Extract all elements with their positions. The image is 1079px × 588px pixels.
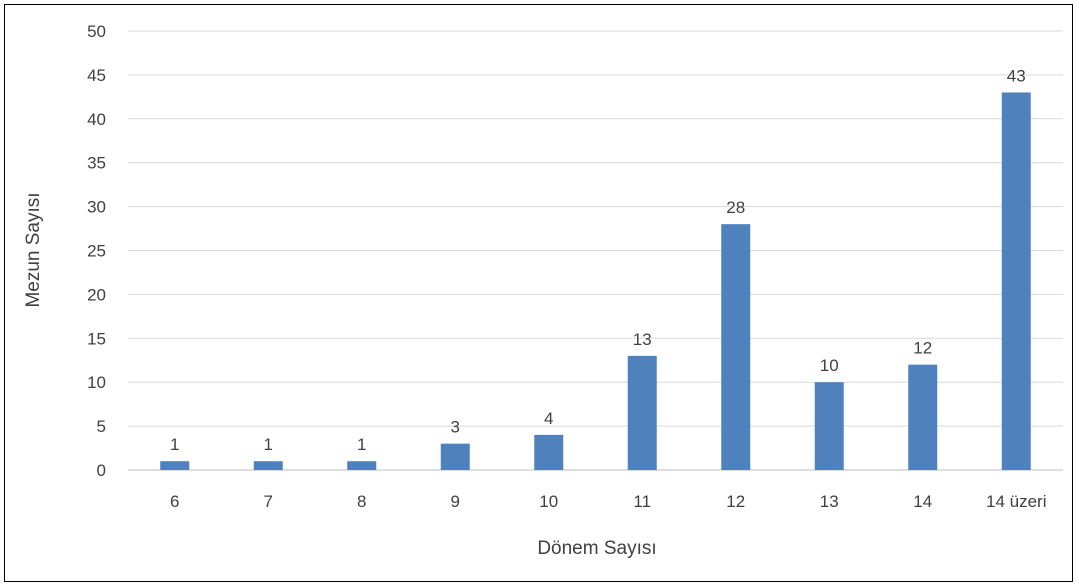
x-axis-ticks: 6 7 8 9 10 11 12 13 14 14 üzeri — [170, 492, 1046, 511]
data-label: 1 — [357, 435, 366, 454]
y-axis-title: Mezun Sayısı — [23, 192, 44, 307]
bar — [908, 364, 938, 470]
data-label: 1 — [170, 435, 179, 454]
x-tick-label: 12 — [726, 492, 745, 511]
bar — [440, 443, 470, 470]
x-tick-label: 14 — [913, 492, 932, 511]
bars — [160, 92, 1031, 471]
y-tick-label: 40 — [87, 110, 106, 129]
bar — [160, 461, 190, 470]
data-label: 12 — [913, 339, 932, 358]
y-tick-label: 50 — [87, 22, 106, 41]
bar — [814, 382, 844, 470]
x-tick-label: 9 — [451, 492, 460, 511]
y-tick-label: 10 — [87, 373, 106, 392]
y-tick-label: 5 — [97, 417, 106, 436]
x-tick-label: 13 — [820, 492, 839, 511]
data-label: 10 — [820, 356, 839, 375]
x-tick-label: 14 üzeri — [986, 492, 1046, 511]
bar — [627, 355, 657, 470]
chart-frame — [4, 4, 1073, 582]
data-label: 4 — [544, 409, 553, 428]
data-label: 3 — [451, 418, 460, 437]
data-label: 13 — [633, 330, 652, 349]
y-tick-label: 25 — [87, 242, 106, 261]
y-tick-label: 45 — [87, 66, 106, 85]
bar — [1001, 92, 1031, 471]
y-tick-label: 35 — [87, 154, 106, 173]
y-tick-label: 30 — [87, 198, 106, 217]
data-label: 43 — [1007, 66, 1026, 85]
data-label: 1 — [264, 435, 273, 454]
data-label: 28 — [726, 198, 745, 217]
y-tick-label: 15 — [87, 329, 106, 348]
bar — [534, 434, 564, 470]
y-tick-label: 0 — [97, 461, 106, 480]
bar — [347, 461, 377, 470]
x-tick-label: 6 — [170, 492, 179, 511]
bar — [721, 224, 751, 470]
x-tick-label: 8 — [357, 492, 366, 511]
y-tick-label: 20 — [87, 285, 106, 304]
x-axis-title: Dönem Sayısı — [537, 538, 656, 559]
x-tick-label: 7 — [264, 492, 273, 511]
y-axis-ticks: 0 5 10 15 20 25 30 35 40 45 50 — [87, 22, 106, 480]
bar — [253, 461, 283, 470]
gridlines — [128, 30, 1063, 471]
x-tick-label: 10 — [539, 492, 558, 511]
x-tick-label: 11 — [633, 492, 651, 511]
